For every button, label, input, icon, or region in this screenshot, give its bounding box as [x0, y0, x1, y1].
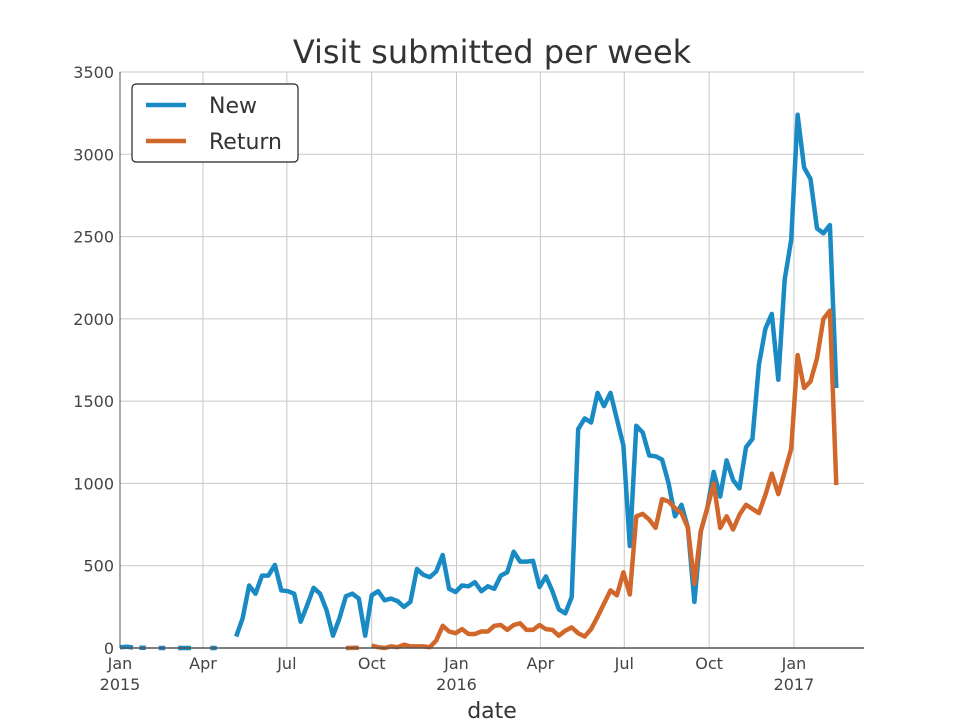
x-tick-label: Jul: [276, 654, 296, 673]
series-line-new: [234, 112, 839, 638]
x-tick-label: Apr: [189, 654, 217, 673]
x-tick-label: Apr: [527, 654, 555, 673]
x-tick-label: Jan: [781, 654, 807, 673]
legend: New Return: [131, 83, 299, 163]
series-line-return: [371, 308, 839, 651]
y-tick-label: 2500: [73, 228, 114, 247]
x-tick-labels: Jan 2015 Apr Jul Oct Jan 2016 Apr Jul Oct Jan 2017: [100, 654, 815, 694]
x-tick-year-label: 2015: [100, 675, 141, 694]
legend-label-return: Return: [209, 130, 282, 155]
chart-title: Visit submitted per week: [293, 33, 692, 71]
y-tick-labels: 0 500 1000 1500 2000 2500 3000 3500: [73, 63, 114, 658]
x-tick-label: Jan: [443, 654, 469, 673]
axes: [119, 72, 864, 649]
y-tick-label: 500: [83, 557, 114, 576]
y-tick-label: 3000: [73, 145, 114, 164]
x-tick-year-label: 2016: [436, 675, 477, 694]
x-axis-title: date: [467, 699, 517, 720]
x-tick-label: Oct: [695, 654, 723, 673]
y-tick-label: 3500: [73, 63, 114, 82]
y-tick-label: 2000: [73, 310, 114, 329]
y-tick-label: 1000: [73, 474, 114, 493]
series-line-new: [119, 644, 134, 650]
y-tick-label: 1500: [73, 392, 114, 411]
x-tick-year-label: 2017: [774, 675, 815, 694]
x-tick-label: Oct: [358, 654, 386, 673]
x-tick-label: Jul: [614, 654, 634, 673]
x-tick-label: Jan: [107, 654, 133, 673]
legend-label-new: New: [209, 94, 257, 119]
y-tick-label: 0: [104, 639, 114, 658]
plot-area: [120, 72, 864, 648]
